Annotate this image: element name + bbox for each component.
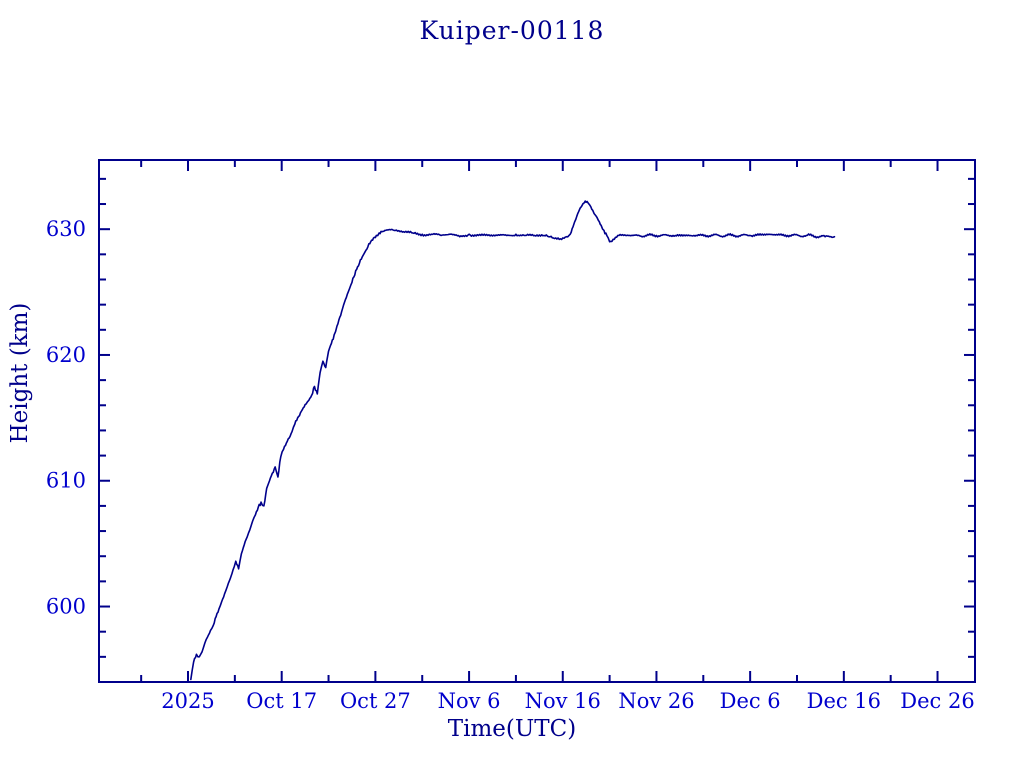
chart-title: Kuiper-00118	[419, 16, 605, 45]
x-axis-tick-labels: 2025 Oct 17 Oct 27 Nov 6 Nov 16 Nov 26 Dec 6 De…	[161, 689, 974, 713]
x-tick-label: Nov 26	[618, 689, 694, 713]
y-tick-label: 610	[46, 469, 86, 493]
y-axis-tick-labels: 600 610 620 630	[46, 217, 86, 618]
x-tick-label: Dec 26	[900, 689, 974, 713]
x-tick-label: Dec 6	[720, 689, 781, 713]
data-series-line	[190, 200, 836, 681]
x-tick-label: Nov 6	[438, 689, 501, 713]
y-axis-ticks	[99, 177, 975, 658]
x-tick-label: Oct 27	[340, 689, 411, 713]
x-axis-title: Time(UTC)	[447, 716, 577, 742]
y-tick-label: 600	[46, 595, 86, 619]
data-series-group	[190, 200, 836, 681]
x-tick-label: Dec 16	[807, 689, 881, 713]
plot-frame	[98, 159, 976, 683]
y-tick-label: 620	[46, 343, 86, 367]
x-tick-label: Nov 16	[525, 689, 601, 713]
plot-frame-rect	[98, 159, 976, 683]
y-tick-label: 630	[46, 217, 86, 241]
x-axis-ticks	[140, 160, 939, 682]
x-tick-label: Oct 17	[246, 689, 317, 713]
x-tick-label: 2025	[161, 689, 214, 713]
